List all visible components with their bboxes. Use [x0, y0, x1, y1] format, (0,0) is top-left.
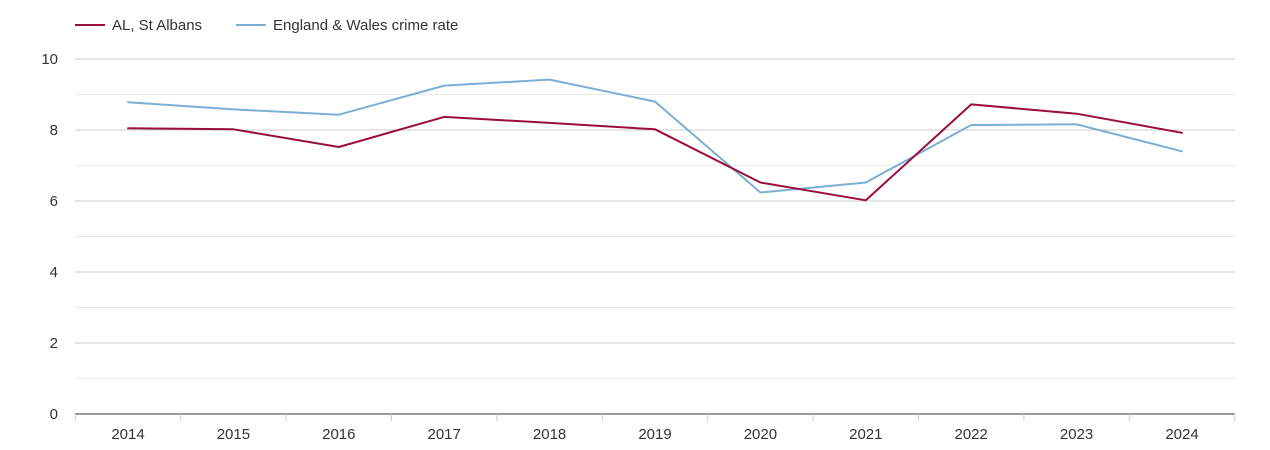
series-line: [127, 103, 1183, 202]
legend: AL, St Albans England & Wales crime rate: [75, 17, 458, 34]
x-axis: 2014 2015 2016 2017 2018 2019 2020 2021 2022 2023…: [74, 413, 1236, 443]
y-tick-label: 2: [50, 335, 58, 352]
x-tick-label: 2022: [955, 426, 988, 443]
legend-item-st-albans[interactable]: AL, St Albans: [75, 17, 202, 34]
legend-label-england-wales: England & Wales crime rate: [273, 17, 458, 34]
y-axis-labels: 0 2 4 6 8 10: [41, 51, 58, 423]
x-tick-label: 2016: [322, 426, 355, 443]
legend-label-st-albans: AL, St Albans: [112, 17, 202, 34]
y-tick-label: 8: [50, 122, 58, 139]
x-tick-label: 2020: [744, 426, 777, 443]
y-tick-label: 6: [50, 193, 58, 210]
y-tick-label: 4: [50, 264, 58, 281]
x-tick-label: 2021: [849, 426, 882, 443]
x-tick-label: 2018: [533, 426, 566, 443]
x-tick-label: 2015: [217, 426, 250, 443]
series-layer: [127, 78, 1183, 202]
x-tick-label: 2019: [638, 426, 671, 443]
x-tick-label: 2017: [428, 426, 461, 443]
x-tick-label: 2023: [1060, 426, 1093, 443]
series-st-albans[interactable]: [127, 103, 1183, 202]
y-tick-label: 10: [41, 51, 58, 68]
legend-item-england-wales[interactable]: England & Wales crime rate: [236, 17, 458, 34]
series-england-wales[interactable]: [127, 78, 1183, 194]
grid-lines: [75, 58, 1235, 379]
y-tick-label: 0: [50, 406, 58, 423]
series-line: [127, 78, 1183, 194]
x-tick-label: 2014: [111, 426, 144, 443]
x-tick-label: 2024: [1165, 426, 1198, 443]
